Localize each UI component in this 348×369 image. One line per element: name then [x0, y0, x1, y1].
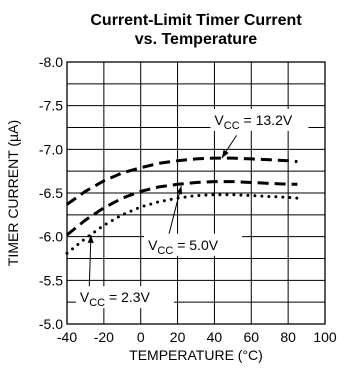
- series-group: [65, 156, 299, 255]
- annotation-leader: [88, 234, 92, 292]
- x-axis-label: TEMPERATURE (°C): [129, 347, 263, 363]
- series-label: VCC = 2.3V: [80, 289, 151, 309]
- y-tick-label: -5.5: [39, 272, 63, 288]
- annotation-label-bg: [144, 233, 243, 256]
- y-tick-label: -5.0: [39, 316, 63, 332]
- annotation-leader: [167, 185, 182, 237]
- y-tick-label: -7.5: [39, 98, 63, 114]
- x-tick-label: 80: [280, 329, 296, 345]
- y-tick-label: -8.0: [39, 54, 63, 70]
- x-tick-label: 100: [313, 329, 337, 345]
- annotation-label-bg: [75, 286, 174, 309]
- grid: [67, 62, 325, 324]
- series-line: [66, 156, 298, 206]
- x-tick-label: 20: [170, 329, 186, 345]
- series-line: [66, 180, 298, 237]
- y-axis-label: TIMER CURRENT (µA): [5, 120, 21, 266]
- tick-labels: -40 -20 0 20 40 60 80 100 -8.0 -7.5 -7.0 -6.5 -6.0 -5…: [39, 54, 337, 345]
- x-tick-label: 60: [243, 329, 259, 345]
- series-label: VCC = 5.0V: [148, 237, 219, 257]
- x-tick-label: -20: [94, 329, 114, 345]
- x-tick-label: 0: [137, 329, 145, 345]
- annotation-arrowhead: [221, 149, 229, 159]
- annotation-arrowhead: [87, 234, 94, 243]
- series-label: VCC = 13.2V: [214, 112, 292, 132]
- chart-subtitle: vs. Temperature: [135, 31, 258, 48]
- y-tick-label: -6.0: [39, 229, 63, 245]
- annotations: VCC = 13.2V VCC = 5.0V VCC = 2.3V: [75, 108, 309, 309]
- annotation-label-bg: [210, 108, 309, 131]
- x-tick-label: 40: [207, 329, 223, 345]
- plot-frame: [66, 61, 326, 325]
- y-tick-label: -7.0: [39, 141, 63, 157]
- x-tick-label: -40: [57, 329, 77, 345]
- series-line: [65, 193, 299, 255]
- chart-title: Current-Limit Timer Current: [90, 12, 302, 29]
- y-tick-label: -6.5: [39, 185, 63, 201]
- annotation-arrowhead: [176, 186, 183, 195]
